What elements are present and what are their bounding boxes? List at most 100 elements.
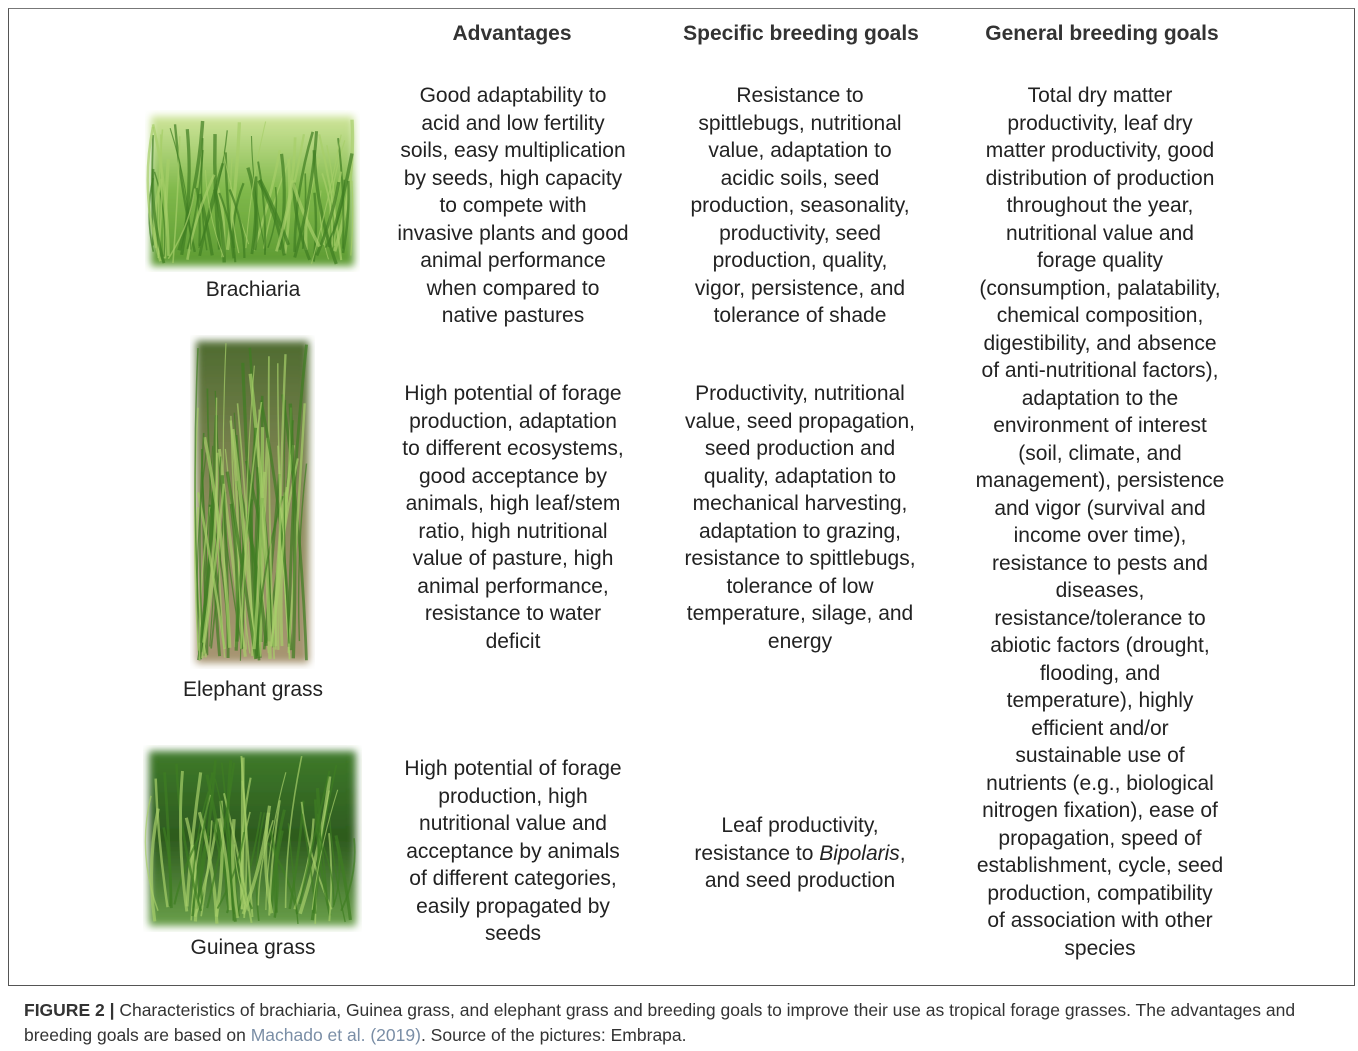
text-line: value of pasture, high [412, 547, 614, 570]
text-line: to different ecosystems, [402, 437, 624, 460]
text-line: resistance to pests and [992, 551, 1208, 575]
text-line: of association with other [987, 909, 1213, 932]
figure-frame [8, 8, 1355, 986]
text-line: invasive plants and good [397, 221, 629, 245]
text-line: animal performance [420, 249, 606, 272]
text-line: sustainable use of [1015, 744, 1185, 767]
text-line: production, adaptation [409, 409, 617, 433]
text-line: management), persistence [975, 469, 1225, 492]
text-line: temperature, silage, and [686, 602, 914, 625]
caption-text: Characteristics of brachiaria, Guinea gr… [24, 1000, 1296, 1045]
text-line: and vigor (survival and [994, 496, 1206, 520]
text-line: distribution of production [985, 166, 1215, 190]
text-line: species [1064, 936, 1136, 960]
text-line: acidic soils, seed [720, 166, 880, 190]
grass-photo [146, 116, 355, 266]
text-line: productivity, seed [719, 221, 881, 245]
specific-goals-text: Leaf productivity, resistance to Bipolari… [694, 812, 905, 895]
text-line: flooding, and [1039, 661, 1161, 685]
text-line: acid and low fertility [421, 111, 605, 135]
text-line: forage quality [1036, 249, 1164, 272]
text-line: resistance/tolerance to [994, 606, 1206, 630]
text-line: nutritional value and [1006, 221, 1194, 245]
advantages-text: Good adaptability to acid and low fertili… [397, 82, 628, 330]
grass-photo [193, 341, 309, 663]
text-line: seed production and [704, 437, 896, 460]
grass-name: Elephant grass [182, 678, 324, 701]
text-line: to compete with [439, 194, 587, 217]
text-line: diseases, [1055, 579, 1145, 602]
text-line: when compared to [426, 276, 600, 300]
text-line: tolerance of shade [713, 304, 887, 327]
text-line: tolerance of low [726, 574, 874, 598]
citation-link[interactable]: Machado et al. (2019) [250, 1025, 421, 1045]
text-line: matter productivity, good [985, 139, 1215, 162]
text-line: adaptation to the [1021, 386, 1179, 410]
text-line: value, adaptation to [708, 139, 892, 162]
text-line: (soil, climate, and [1018, 441, 1182, 465]
text-line: resistance to spittlebugs, [684, 547, 916, 570]
text-line: production, compatibility [987, 881, 1213, 905]
text-line: and seed production [704, 869, 896, 892]
text-line: propagation, speed of [998, 826, 1202, 850]
text-line: nitrogen fixation), ease of [982, 799, 1218, 822]
caption-label: FIGURE 2 | [24, 1000, 115, 1020]
caption-text: . Source of the pictures: Embrapa. [420, 1025, 687, 1045]
text-line: efficient and/or [1031, 716, 1169, 740]
text-line: temperature), highly [1006, 689, 1194, 712]
text-line: nutritional value and [419, 812, 607, 835]
advantages-text: High potential of forage production, high… [404, 755, 621, 948]
text-line: nutrients (e.g., biological [986, 771, 1214, 795]
text-line: spittlebugs, nutritional [698, 111, 902, 135]
text-line: native pastures [441, 304, 585, 327]
text-line: income over time), [1013, 524, 1187, 547]
specific-goals-text: Resistance to spittlebugs, nutritional val… [690, 82, 909, 330]
text-line: establishment, cycle, seed [976, 854, 1224, 877]
text-line: production, high [438, 784, 588, 808]
general-goals-text: Total dry matter productivity, leaf dry ma… [976, 82, 1225, 962]
text-line: High potential of forage [404, 382, 622, 405]
text-line: chemical composition, [996, 304, 1204, 327]
text-line: animals, high leaf/stem [405, 492, 621, 515]
text-line: resistance to water [424, 602, 602, 625]
text-line: energy [767, 629, 833, 653]
text-line: by seeds, high capacity [403, 166, 623, 190]
text-line: good acceptance by [419, 464, 607, 488]
text-segment: , [899, 841, 906, 865]
text-line: digestibility, and absence [983, 331, 1217, 355]
text-line: mechanical harvesting, [692, 492, 908, 515]
text-line: seeds [484, 922, 542, 945]
text-line: of different categories, [409, 867, 617, 890]
text-line: of anti-nutritional factors), [981, 359, 1219, 382]
text-line: Total dry matter [1027, 84, 1173, 107]
text-line: ratio, high nutritional [418, 519, 608, 543]
advantages-text: High potential of forage production, adap… [402, 380, 623, 655]
text-segment: resistance to [694, 841, 820, 865]
text-line: animal performance, [417, 574, 609, 598]
text-line: acceptance by animals [406, 839, 620, 863]
grass-name: Brachiaria [205, 278, 301, 301]
text-line: easily propagated by [416, 894, 610, 918]
text-line: throughout the year, [1006, 194, 1194, 217]
text-line: High potential of forage [404, 757, 622, 780]
grass-name: Guinea grass [190, 936, 316, 959]
text-line: environment of interest [993, 414, 1207, 437]
text-line: production, quality, [712, 249, 888, 272]
text-segment: Bipolaris [819, 841, 900, 865]
text-line: production, seasonality, [690, 194, 910, 217]
column-header: Specific breeding goals [683, 22, 919, 45]
text-line: abiotic factors (drought, [990, 634, 1210, 657]
grass-photo [144, 751, 356, 926]
text-line: productivity, leaf dry [1007, 111, 1193, 135]
text-line: (consumption, palatability, [979, 276, 1221, 300]
specific-goals-text: Productivity, nutritional value, seed pro… [684, 380, 915, 655]
text-line: Leaf productivity, [721, 814, 879, 837]
figure-caption: FIGURE 2 | Characteristics of brachiaria… [24, 998, 1344, 1048]
text-line: Resistance to [736, 84, 864, 107]
text-line: soils, easy multiplication [400, 139, 626, 162]
text-line: vigor, persistence, and [694, 276, 906, 300]
text-line: Good adaptability to [419, 84, 607, 107]
text-line: adaptation to grazing, [699, 519, 901, 543]
text-line: Productivity, nutritional [695, 382, 905, 405]
text-line: resistance to Bipolaris, [694, 840, 905, 868]
